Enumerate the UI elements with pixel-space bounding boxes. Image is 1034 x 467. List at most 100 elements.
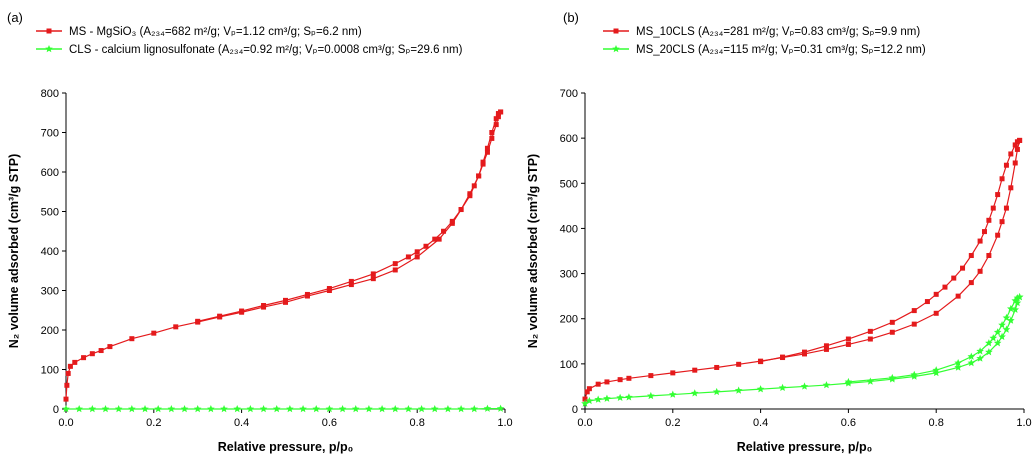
data-point	[89, 405, 97, 412]
data-point	[969, 253, 974, 258]
data-point	[912, 308, 917, 313]
data-point	[405, 405, 413, 412]
legend-marker	[45, 45, 53, 52]
data-point	[423, 244, 428, 249]
data-point	[283, 298, 288, 303]
data-point	[470, 405, 478, 412]
data-point	[247, 405, 255, 412]
data-point	[391, 405, 399, 412]
data-point	[444, 405, 452, 412]
data-point	[102, 405, 110, 412]
x-tick-label: 0.8	[929, 417, 944, 429]
x-tick-label: 0.4	[753, 417, 768, 429]
x-tick-label: 0.2	[146, 417, 161, 429]
y-tick-label: 0	[53, 404, 59, 416]
data-point	[587, 386, 592, 391]
data-point	[81, 355, 86, 360]
data-point	[207, 405, 215, 412]
data-point	[441, 229, 446, 234]
data-point	[994, 328, 1002, 335]
panel-label: (a)	[7, 10, 23, 25]
data-point	[951, 276, 956, 281]
legend-marker	[47, 29, 52, 34]
data-point	[286, 405, 294, 412]
data-point	[64, 397, 69, 402]
data-point	[824, 343, 829, 348]
data-point	[1013, 160, 1018, 165]
data-point	[432, 237, 437, 242]
data-point	[998, 321, 1006, 328]
data-point	[141, 405, 149, 412]
data-point	[393, 261, 398, 266]
data-point	[868, 337, 873, 342]
data-point	[648, 373, 653, 378]
y-tick-label: 400	[560, 223, 578, 235]
data-point	[107, 344, 112, 349]
data-point	[129, 336, 134, 341]
series-line-adsorption	[585, 140, 1020, 399]
data-point	[735, 386, 743, 393]
data-point	[497, 405, 505, 412]
y-tick-label: 300	[41, 286, 59, 298]
data-point	[779, 384, 787, 391]
y-tick-label: 700	[41, 128, 59, 140]
legend-label: MS_20CLS (A₂₃₄=115 m²/g; Vₚ=0.31 cm³/g; …	[636, 44, 926, 56]
x-tick-label: 0.2	[665, 417, 680, 429]
x-tick-label: 0.6	[841, 417, 856, 429]
x-axis-title: Relative pressure, p/p₀	[218, 440, 354, 454]
data-point	[365, 405, 373, 412]
data-point	[349, 279, 354, 284]
data-point	[823, 381, 831, 388]
data-point	[934, 292, 939, 297]
panel-label: (b)	[563, 10, 579, 25]
data-point	[431, 405, 439, 412]
data-point	[371, 271, 376, 276]
data-point	[934, 311, 939, 316]
data-point	[978, 239, 983, 244]
y-tick-label: 700	[560, 88, 578, 100]
data-point	[969, 280, 974, 285]
data-point	[481, 160, 486, 165]
data-point	[736, 362, 741, 367]
series-line-desorption	[761, 140, 1020, 361]
data-point	[960, 266, 965, 271]
data-point	[846, 342, 851, 347]
data-point	[371, 276, 376, 281]
data-point	[72, 360, 77, 365]
y-tick-label: 100	[560, 359, 578, 371]
data-point	[75, 405, 83, 412]
legend-label: MS_10CLS (A₂₃₄=281 m²/g; Vₚ=0.83 cm³/g; …	[636, 26, 920, 38]
legend-label: CLS - calcium lignosulfonate (A₂₃₄=0.92 …	[69, 44, 463, 56]
data-point	[596, 382, 601, 387]
legend-label: MS - MgSiO₃ (A₂₃₄=682 m²/g; Vₚ=1.12 cm³/…	[69, 26, 362, 38]
data-point	[625, 393, 633, 400]
data-point	[66, 371, 71, 376]
data-point	[801, 382, 809, 389]
x-tick-label: 1.0	[1016, 417, 1031, 429]
y-tick-label: 300	[560, 269, 578, 281]
data-point	[986, 253, 991, 258]
data-point	[1004, 206, 1009, 211]
data-point	[626, 376, 631, 381]
data-point	[867, 377, 875, 384]
data-point	[312, 405, 320, 412]
data-point	[890, 330, 895, 335]
y-axis-title: N₂ volume adsorbed (cm³/g STP)	[7, 154, 21, 348]
data-point	[489, 130, 494, 135]
x-tick-label: 0.6	[322, 417, 337, 429]
data-point	[327, 286, 332, 291]
y-tick-label: 0	[572, 404, 578, 416]
data-point	[415, 249, 420, 254]
x-tick-label: 0.8	[410, 417, 425, 429]
y-tick-label: 500	[560, 178, 578, 190]
data-point	[194, 405, 202, 412]
data-point	[457, 405, 465, 412]
y-tick-label: 800	[41, 88, 59, 100]
data-point	[260, 405, 268, 412]
data-point	[154, 405, 162, 412]
data-point	[594, 396, 602, 403]
data-point	[982, 229, 987, 234]
data-point	[692, 368, 697, 373]
